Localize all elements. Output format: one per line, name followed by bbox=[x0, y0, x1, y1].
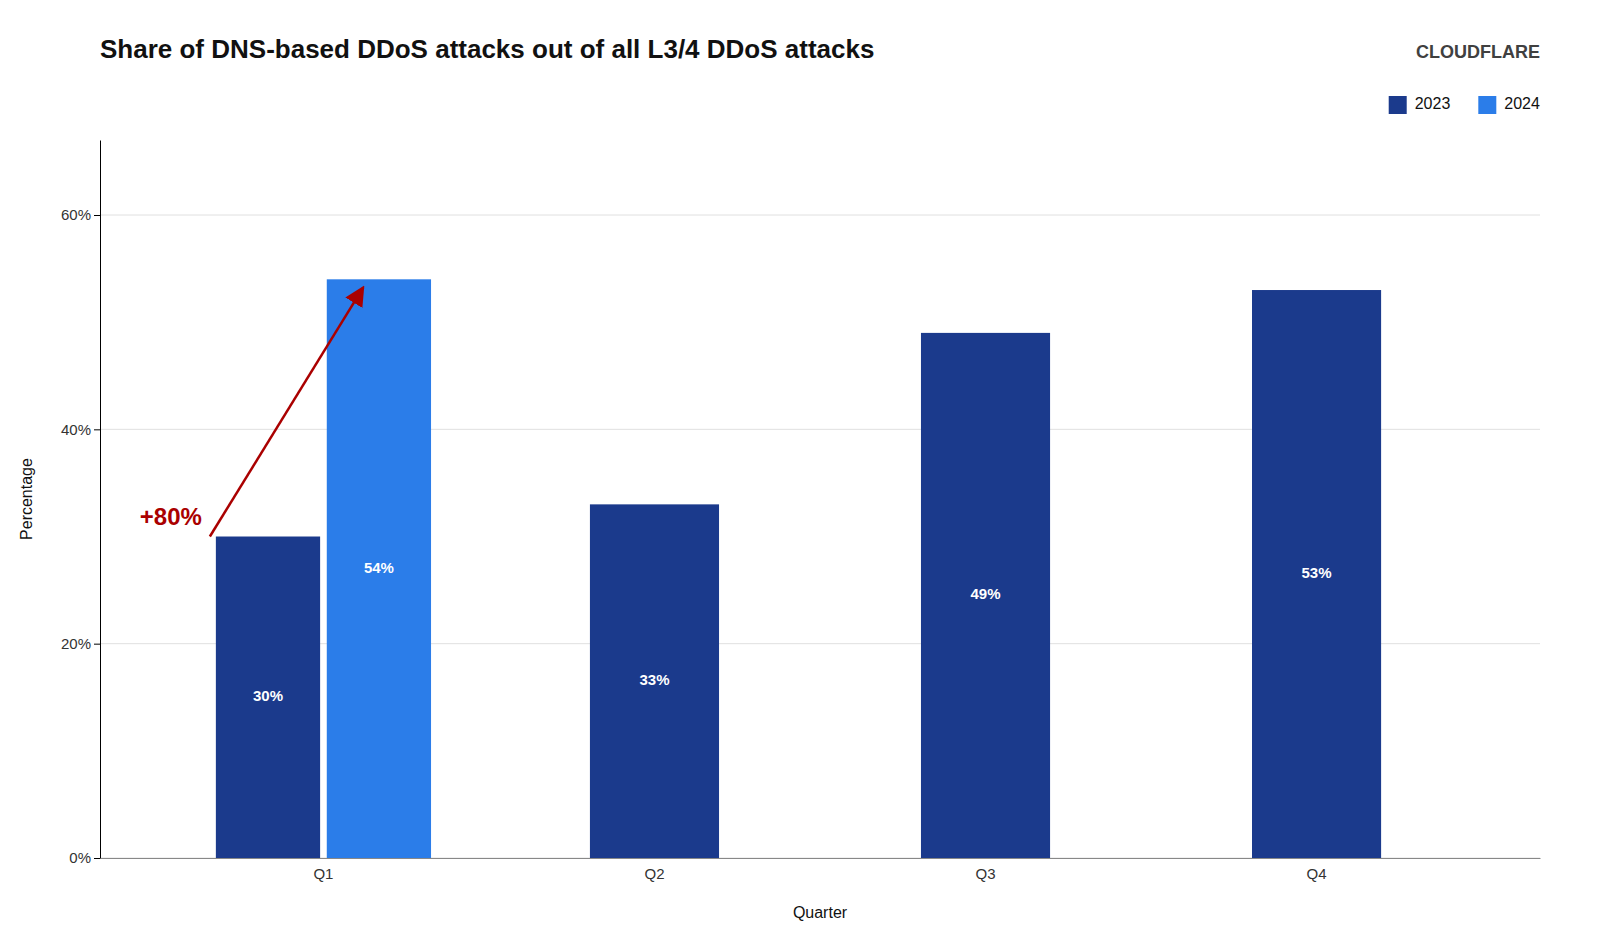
grid bbox=[100, 215, 1540, 858]
x-tick-label: Q3 bbox=[976, 865, 996, 882]
y-tick-label: 20% bbox=[61, 635, 91, 652]
chart-svg: Q1 Q2 Q3 Q4 0% 20% 40% 60% 30% 54% 33% 49% 53% +80% Sh… bbox=[0, 0, 1600, 948]
y-tick-mark bbox=[94, 644, 100, 645]
x-axis: Q1 Q2 Q3 Q4 bbox=[101, 858, 1541, 882]
bar bbox=[1252, 290, 1381, 858]
annotation: +80% bbox=[140, 287, 363, 536]
legend-item: 2023 bbox=[1389, 95, 1451, 114]
data-labels: 30% 54% 33% 49% 53% bbox=[253, 559, 1332, 705]
bar bbox=[216, 537, 320, 858]
y-tick-mark bbox=[94, 858, 100, 859]
x-tick: Q2 bbox=[644, 858, 664, 882]
data-label: 53% bbox=[1302, 564, 1332, 581]
y-tick-mark bbox=[94, 215, 100, 216]
bar bbox=[327, 279, 431, 858]
bars bbox=[216, 279, 1381, 858]
x-tick-label: Q4 bbox=[1307, 865, 1327, 882]
annotation-arrow bbox=[210, 287, 363, 536]
plot: Q1 Q2 Q3 Q4 0% 20% 40% 60% 30% 54% 33% 49% 53% +80% bbox=[61, 141, 1541, 882]
y-axis: 0% 20% 40% 60% bbox=[61, 141, 101, 867]
x-tick-label: Q1 bbox=[313, 865, 333, 882]
legend-swatch bbox=[1389, 96, 1407, 114]
y-tick: 20% bbox=[61, 635, 100, 652]
x-tick-label: Q2 bbox=[644, 865, 664, 882]
bar bbox=[590, 504, 719, 858]
legend-swatch bbox=[1478, 96, 1496, 114]
x-tick: Q1 bbox=[313, 858, 333, 882]
data-label: 49% bbox=[971, 585, 1001, 602]
y-tick: 0% bbox=[69, 849, 100, 866]
y-axis-line bbox=[100, 141, 101, 859]
data-label: 33% bbox=[639, 671, 669, 688]
y-tick: 60% bbox=[61, 206, 100, 223]
x-tick: Q3 bbox=[976, 858, 996, 882]
data-label: 54% bbox=[364, 559, 394, 576]
legend-label: 2023 bbox=[1415, 95, 1451, 112]
grid-line bbox=[100, 215, 1540, 216]
data-label: 30% bbox=[253, 687, 283, 704]
y-tick-label: 60% bbox=[61, 206, 91, 223]
bar bbox=[921, 333, 1050, 858]
y-tick: 40% bbox=[61, 421, 100, 438]
legend-label: 2024 bbox=[1504, 95, 1540, 112]
y-tick-label: 40% bbox=[61, 421, 91, 438]
legend: 2023 2024 bbox=[1389, 95, 1540, 114]
x-axis-line bbox=[101, 858, 1541, 859]
legend-item: 2024 bbox=[1478, 95, 1540, 114]
y-tick-mark bbox=[94, 429, 100, 430]
x-axis-title: Quarter bbox=[793, 904, 848, 921]
annotation-text: +80% bbox=[140, 503, 202, 530]
y-axis-title: Percentage bbox=[18, 458, 35, 540]
x-tick: Q4 bbox=[1307, 858, 1327, 882]
y-tick-label: 0% bbox=[69, 849, 91, 866]
title: Share of DNS-based DDoS attacks out of a… bbox=[100, 34, 874, 64]
brand-text: CLOUDFLARE bbox=[1416, 42, 1540, 62]
